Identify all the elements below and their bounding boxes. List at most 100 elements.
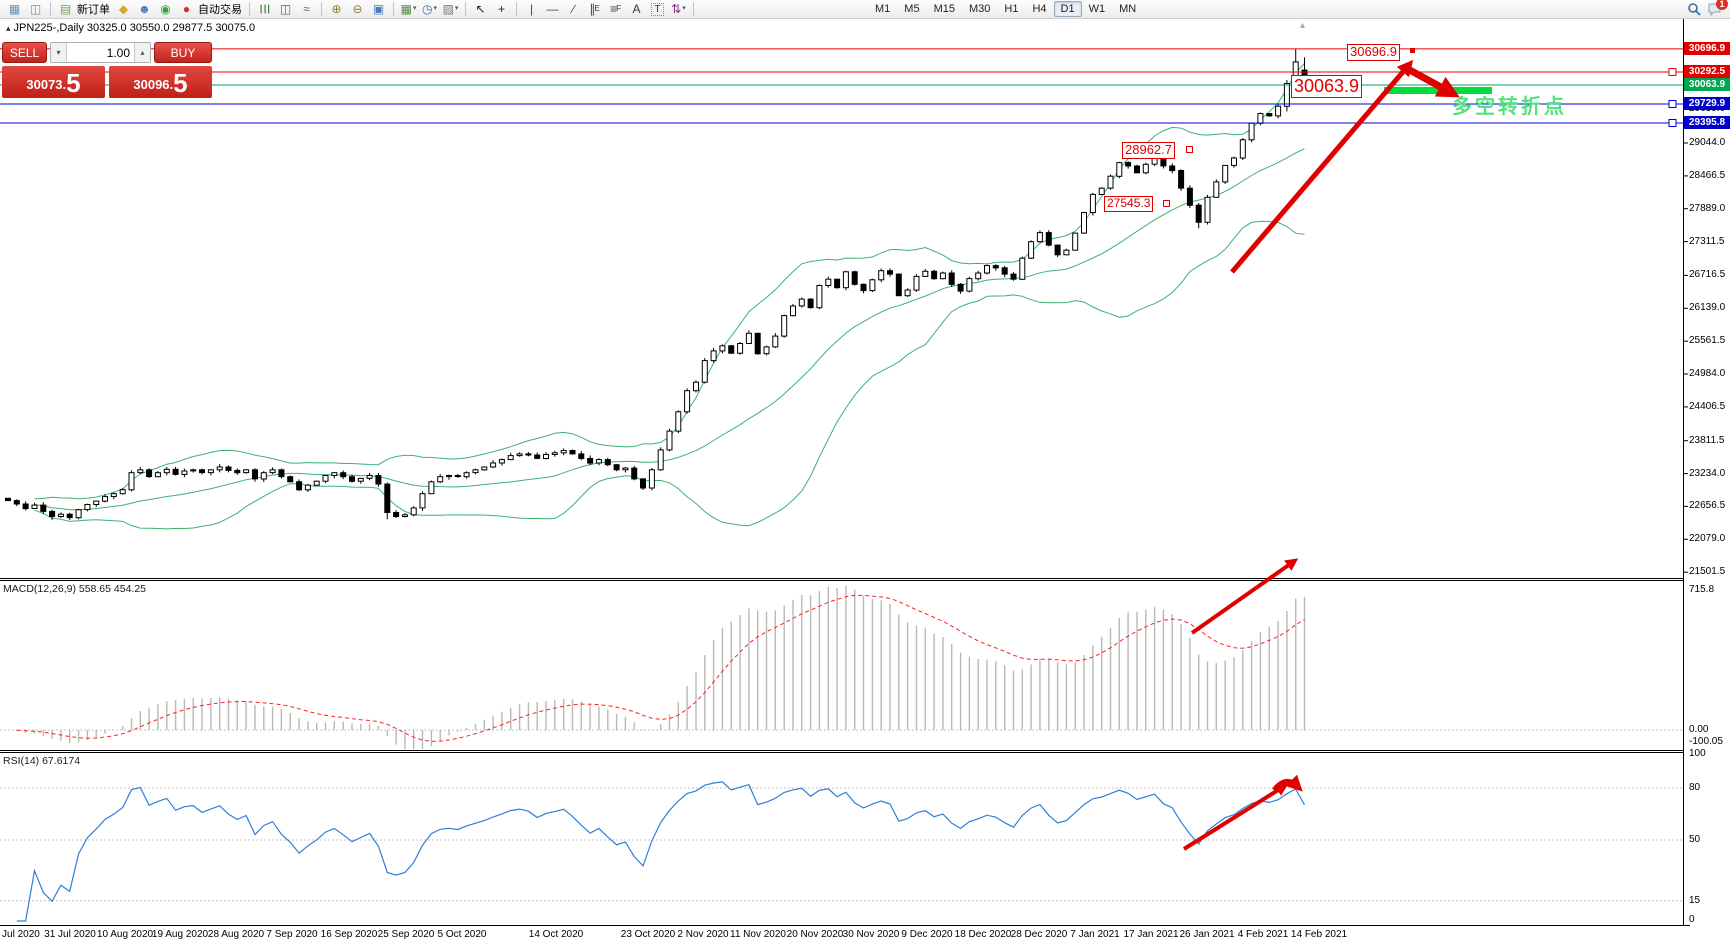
annotation-handle[interactable] <box>1163 200 1170 207</box>
rsi-axis-label: 50 <box>1689 834 1701 846</box>
ohlc-readout: JPN225-,Daily 30325.0 30550.0 29877.5 30… <box>13 22 256 34</box>
date-label: 2 Nov 2020 <box>677 929 729 940</box>
sell-button[interactable]: SELL <box>2 42 47 63</box>
ask-price-main: 30096. <box>133 77 174 92</box>
tf-m5-button[interactable]: M5 <box>904 3 920 15</box>
cleanup-icon[interactable]: ◆ <box>118 2 129 16</box>
volume-decrease-icon[interactable]: ▾ <box>51 43 67 62</box>
trend-arrows <box>1182 59 1460 851</box>
price-tick: 26139.0 <box>1689 302 1726 314</box>
date-label: 18 Dec 2020 <box>954 929 1012 940</box>
price-tick: 24406.5 <box>1689 400 1726 412</box>
tf-m30-button[interactable]: M30 <box>968 3 991 15</box>
date-label: 7 Jan 2021 <box>1070 929 1120 940</box>
tf-mn-button[interactable]: MN <box>1119 3 1137 15</box>
tf-w1-button[interactable]: W1 <box>1088 3 1106 15</box>
tf-h4-button[interactable]: H4 <box>1032 3 1047 15</box>
candles-layer <box>5 48 1308 520</box>
price-tick: 29044.0 <box>1689 137 1726 148</box>
horizontal-line-icon[interactable]: — <box>546 2 559 16</box>
arrows-icon[interactable]: ⇅ ▾ <box>671 2 686 16</box>
fibonacci-icon[interactable]: ≡ F <box>610 2 621 16</box>
axes <box>0 19 1690 926</box>
macd-axis-label: 715.8 <box>1689 584 1715 595</box>
tf-h1-button[interactable]: H1 <box>1004 3 1019 15</box>
toolbar-separator <box>465 2 466 16</box>
profiles-icon[interactable]: ◫ <box>29 2 42 16</box>
buy-button[interactable]: BUY <box>154 42 212 63</box>
price-annotation[interactable]: 30063.9 <box>1291 75 1363 98</box>
one-click-trading-panel: SELL ▾ ▴ BUY 30073.5 30096.5 <box>2 42 212 98</box>
macd-axis-label: 0.00 <box>1689 724 1709 735</box>
date-label: 20 Nov 2020 <box>786 929 844 940</box>
bid-price-frac: 5 <box>66 68 81 98</box>
cursor-icon[interactable]: ↖ <box>475 2 486 16</box>
vertical-line-icon[interactable]: | <box>529 2 534 16</box>
zoom-out-icon[interactable]: ⊖ <box>352 2 363 16</box>
crosshair-icon[interactable]: + <box>497 2 505 16</box>
toolbar-separator <box>321 2 322 16</box>
price-tick: 22079.0 <box>1689 533 1726 545</box>
date-label: 22 Jul 2020 <box>0 929 40 940</box>
charts-window-icon[interactable]: ▦ <box>8 2 21 16</box>
trendline-icon[interactable]: ∕ <box>572 2 575 16</box>
bid-price-main: 30073. <box>26 77 67 92</box>
price-badge: 29729.9 <box>1684 97 1730 111</box>
line-chart-icon[interactable]: ≈ <box>303 2 310 16</box>
bid-price-box[interactable]: 30073. 5 <box>2 66 105 98</box>
date-label: 14 Feb 2021 <box>1290 929 1348 940</box>
autotrading-icon-label[interactable]: 自动交易 <box>198 4 242 16</box>
scroll-to-end-icon[interactable]: ▴ <box>1300 20 1306 31</box>
volume-input[interactable] <box>67 43 134 62</box>
accounts-icon[interactable]: ☻ <box>138 2 151 16</box>
tf-m15-button[interactable]: M15 <box>933 3 955 15</box>
search-icon[interactable] <box>1687 2 1701 16</box>
price-annotation[interactable]: 27545.3 <box>1104 196 1154 212</box>
candlestick-chart-icon[interactable]: ◫ <box>279 2 292 16</box>
turning-point-note[interactable]: 多空转折点 <box>1452 94 1567 118</box>
date-label: 14 Oct 2020 <box>528 929 584 940</box>
periods-clock-icon[interactable]: ◷ ▾ <box>422 2 437 16</box>
price-tick: 21501.5 <box>1689 566 1726 578</box>
price-badge: 29395.8 <box>1684 116 1730 130</box>
tile-windows-icon[interactable]: ▣ <box>372 2 385 16</box>
bollinger-bands <box>34 63 1305 530</box>
new-order-icon[interactable]: ▤ <box>59 2 72 16</box>
notification-badge: 1 <box>1716 0 1728 10</box>
signals-icon[interactable]: ◉ <box>160 2 171 16</box>
ask-price-box[interactable]: 30096. 5 <box>109 66 212 98</box>
date-label: 28 Dec 2020 <box>1010 929 1068 940</box>
new-order-icon-label[interactable]: 新订单 <box>77 4 110 16</box>
price-tick: 23234.0 <box>1689 467 1726 479</box>
text-icon[interactable]: A <box>632 2 641 16</box>
price-badge: 30063.9 <box>1684 78 1730 92</box>
textlabel-icon[interactable]: T <box>647 1 668 17</box>
date-label: 30 Nov 2020 <box>842 929 900 940</box>
price-annotation[interactable]: 30696.9 <box>1347 44 1400 61</box>
annotation-handle[interactable] <box>1186 146 1193 153</box>
annotation-handle[interactable] <box>1410 48 1415 53</box>
rsi-pane <box>0 781 1683 922</box>
macd-axis-label: -100.05 <box>1689 736 1723 747</box>
date-label: 10 Aug 2020 <box>96 929 154 940</box>
channel-icon[interactable]: ∥ E <box>589 2 600 16</box>
zoom-in-icon[interactable]: ⊕ <box>331 2 342 16</box>
price-tick: 28466.5 <box>1689 169 1726 181</box>
price-tick: 27311.5 <box>1689 235 1725 247</box>
tf-m1-button[interactable]: M1 <box>875 3 891 15</box>
chat-icon[interactable]: 1 <box>1707 0 1728 16</box>
quote-row: 30073. 5 30096. 5 <box>2 66 212 98</box>
templates-icon[interactable]: ▨ ▾ <box>442 2 459 16</box>
autotrading-icon[interactable]: ● <box>182 2 191 16</box>
tf-d1-button[interactable]: D1 <box>1053 1 1082 17</box>
price-tick: 27889.0 <box>1689 202 1726 214</box>
bar-chart-icon[interactable]: ☰ <box>257 3 272 15</box>
date-label: 9 Dec 2020 <box>901 929 953 940</box>
volume-increase-icon[interactable]: ▴ <box>134 43 150 62</box>
new-chart-icon[interactable]: ▦ ▾ <box>400 2 417 16</box>
toolbar: ▦ ◫ ▤ 新订单 ◆ ☻ ◉ ● 自动交易 ☰ ◫ ≈ ⊕ ⊖ ▣ ▦ ▾ ◷ ▾ ▨ ▾ ↖ + | — ∕ ∥ E ≡ F A T ⇅ ▾ … <box>0 0 1730 19</box>
date-label: 19 Aug 2020 <box>151 929 209 940</box>
price-annotation[interactable]: 28962.7 <box>1122 142 1175 159</box>
